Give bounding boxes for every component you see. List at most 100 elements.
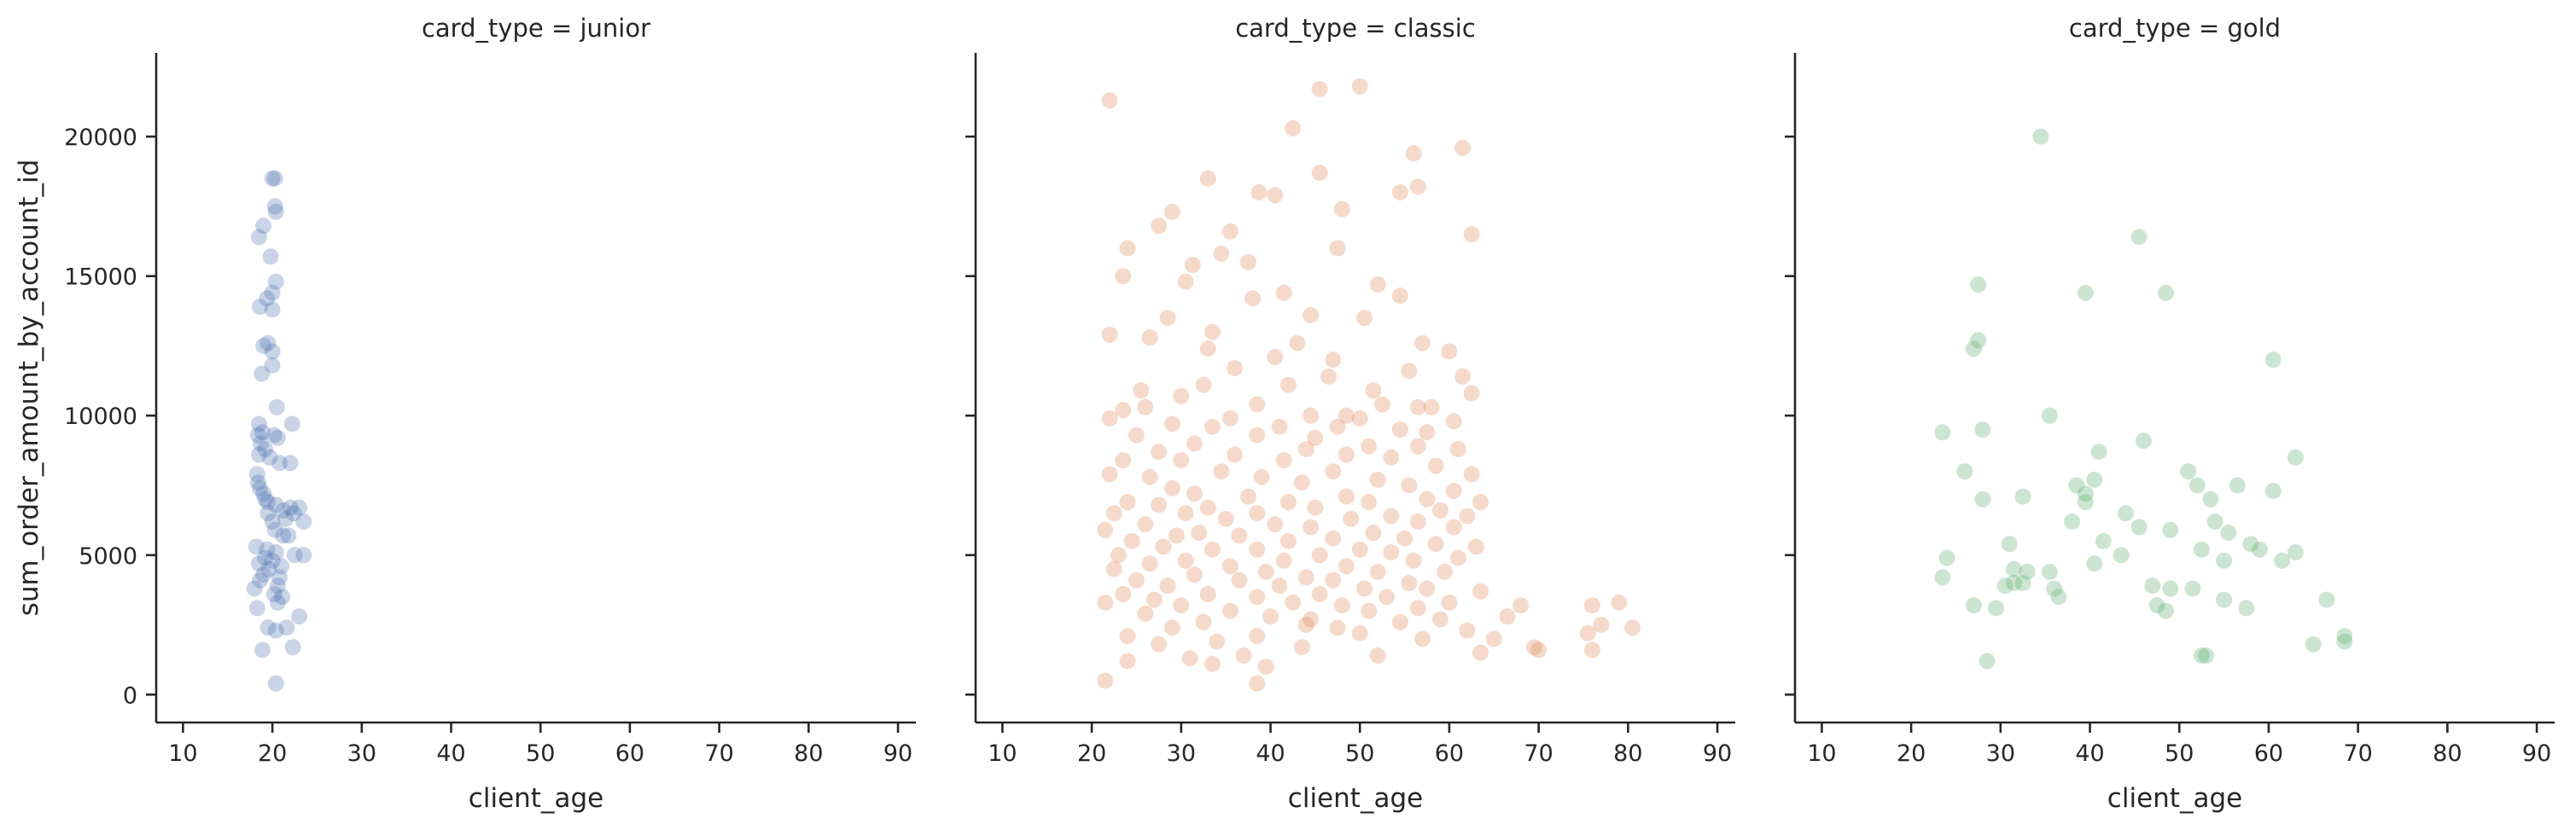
data-point bbox=[264, 170, 281, 187]
data-point bbox=[1239, 253, 1256, 270]
data-point bbox=[1356, 580, 1373, 597]
data-point bbox=[2064, 514, 2081, 530]
data-point bbox=[2242, 536, 2259, 553]
data-point bbox=[2086, 555, 2103, 572]
data-point bbox=[1965, 340, 1982, 357]
data-point bbox=[2144, 578, 2161, 595]
data-point bbox=[1391, 287, 1408, 305]
data-point bbox=[1249, 396, 1266, 413]
data-point bbox=[1275, 284, 1292, 301]
data-point bbox=[1383, 544, 1400, 560]
data-point bbox=[1378, 589, 1396, 606]
x-tick-label: 40 bbox=[1256, 740, 1285, 767]
data-point bbox=[2006, 560, 2022, 578]
data-point bbox=[267, 675, 284, 692]
data-point bbox=[1155, 538, 1172, 555]
data-point bbox=[250, 446, 267, 463]
data-point bbox=[1338, 488, 1355, 505]
data-point bbox=[2202, 490, 2219, 508]
points-layer bbox=[246, 170, 312, 692]
data-point bbox=[255, 337, 272, 354]
data-point bbox=[2229, 477, 2246, 494]
data-point bbox=[1186, 566, 1203, 583]
data-point bbox=[1311, 547, 1328, 564]
data-point bbox=[250, 555, 267, 572]
data-point bbox=[1151, 444, 1168, 461]
data-point bbox=[1227, 360, 1244, 377]
data-point bbox=[1401, 363, 1418, 380]
data-point bbox=[2162, 521, 2179, 538]
data-point bbox=[2113, 547, 2130, 564]
data-point bbox=[1285, 594, 1302, 611]
data-point bbox=[1195, 376, 1212, 393]
x-tick-label: 20 bbox=[1077, 740, 1106, 767]
data-point bbox=[1391, 184, 1408, 200]
data-point bbox=[1333, 200, 1350, 218]
data-point bbox=[1365, 382, 1382, 399]
x-tick-label: 30 bbox=[1986, 740, 2015, 767]
data-point bbox=[1437, 563, 1454, 580]
data-point bbox=[1338, 407, 1355, 424]
data-point bbox=[1409, 514, 1426, 530]
x-tick-label: 80 bbox=[1613, 740, 1642, 767]
data-point bbox=[1244, 290, 1262, 307]
data-point bbox=[1307, 499, 1324, 516]
data-point bbox=[1409, 178, 1426, 195]
data-point bbox=[267, 203, 284, 220]
data-point bbox=[1351, 541, 1368, 558]
data-point bbox=[1343, 510, 1360, 527]
panel-title: card_type = classic bbox=[1235, 14, 1476, 43]
x-tick-label: 30 bbox=[347, 740, 376, 767]
data-point bbox=[253, 435, 269, 452]
data-point bbox=[1249, 628, 1266, 645]
data-point bbox=[1459, 622, 1476, 639]
data-point bbox=[2162, 580, 2179, 597]
panel-title: card_type = gold bbox=[2069, 14, 2281, 43]
data-point bbox=[1297, 617, 1314, 633]
data-point bbox=[1249, 505, 1266, 522]
data-point bbox=[2014, 575, 2031, 591]
data-point bbox=[261, 449, 278, 466]
data-point bbox=[2148, 597, 2165, 614]
data-point bbox=[1974, 421, 1991, 438]
data-point bbox=[1373, 396, 1390, 413]
data-point bbox=[1163, 415, 1180, 432]
x-tick-label: 10 bbox=[1807, 740, 1836, 767]
data-point bbox=[1361, 602, 1378, 619]
x-tick-label: 30 bbox=[1167, 740, 1196, 767]
data-point bbox=[1105, 505, 1122, 522]
data-point bbox=[1221, 558, 1238, 575]
axes-layer: 10 20 30 40 50 60 70 80 90 bbox=[1785, 53, 2555, 767]
x-tick-label: 40 bbox=[2075, 740, 2104, 767]
data-point bbox=[265, 586, 283, 602]
data-point bbox=[1445, 483, 1462, 499]
data-point bbox=[1405, 145, 1422, 162]
data-point bbox=[1199, 499, 1216, 516]
data-point bbox=[1449, 441, 1466, 457]
data-point bbox=[266, 170, 283, 187]
data-point bbox=[1401, 477, 1418, 494]
x-tick-label: 10 bbox=[168, 740, 197, 767]
data-point bbox=[1105, 560, 1122, 578]
data-point bbox=[1303, 519, 1320, 536]
data-point bbox=[1356, 310, 1373, 327]
axes-layer: 10 20 30 40 50 60 70 80 90 0 5000 10000 15000 20000 bbox=[64, 53, 916, 767]
data-point bbox=[246, 580, 263, 597]
data-point bbox=[1449, 549, 1466, 566]
data-point bbox=[283, 415, 300, 432]
data-point bbox=[1235, 647, 1252, 664]
x-tick-label: 60 bbox=[2254, 740, 2283, 767]
data-point bbox=[1280, 376, 1297, 393]
data-point bbox=[1184, 257, 1201, 274]
data-point bbox=[1369, 647, 1386, 664]
data-point bbox=[1463, 466, 1480, 483]
data-point bbox=[267, 622, 284, 639]
data-point bbox=[2050, 589, 2067, 606]
data-point bbox=[2336, 628, 2353, 645]
data-point bbox=[1249, 541, 1266, 558]
data-point bbox=[257, 549, 274, 566]
data-point bbox=[264, 357, 281, 374]
x-tick-label: 70 bbox=[704, 740, 733, 767]
data-point bbox=[259, 334, 277, 351]
